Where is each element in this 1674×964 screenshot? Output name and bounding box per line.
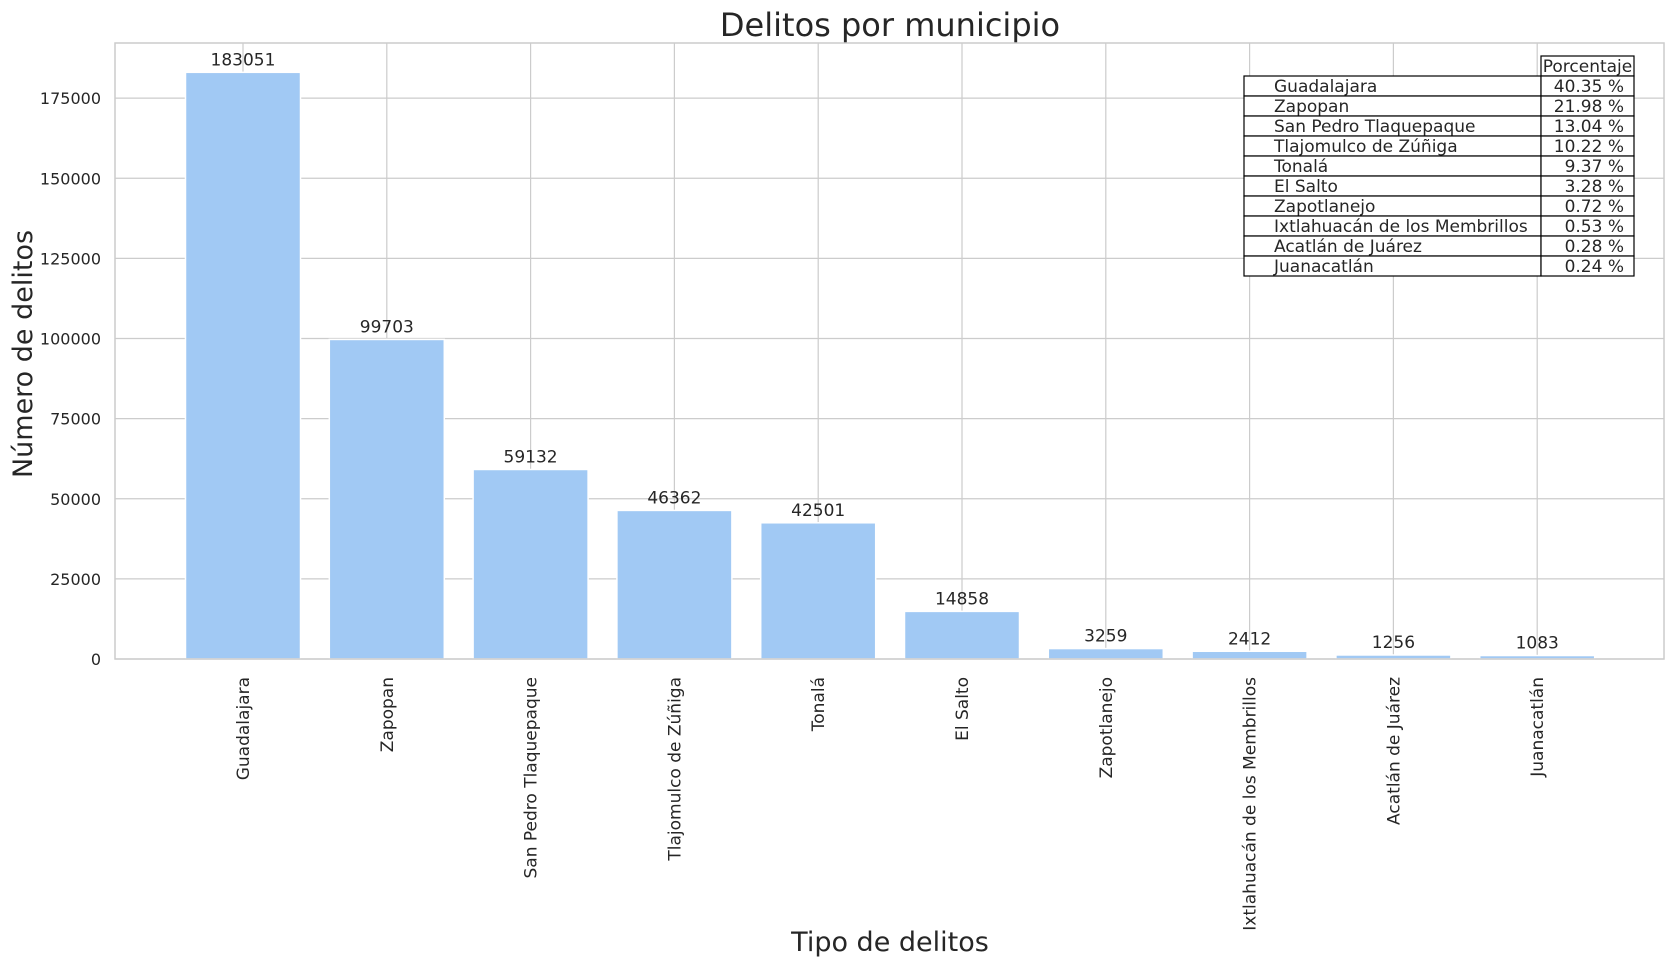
table-row-value: 21.98 %: [1554, 97, 1624, 117]
bar-value-label: 59132: [504, 447, 558, 467]
table-row-label: Zapotlanejo: [1274, 197, 1375, 217]
y-tick-label: 150000: [40, 169, 101, 188]
x-tick-label: Guadalajara: [234, 677, 254, 780]
bar-value-label: 99703: [360, 317, 414, 337]
table-row-label: Ixtlahuacán de los Membrillos: [1274, 217, 1528, 237]
x-tick-label: Tonalá: [809, 677, 829, 732]
percentage-table: Porcentaje Guadalajara 40.35 % Zapopan 21.98…: [1243, 55, 1635, 277]
table-row-label: Acatlán de Juárez: [1274, 237, 1422, 257]
table-row-value: 3.28 %: [1565, 177, 1624, 197]
table-row-label: Zapopan: [1274, 97, 1349, 117]
table-row-label: Guadalajara: [1274, 77, 1377, 97]
bar: [1191, 650, 1308, 660]
x-tick-label: Juanacatlán: [1528, 677, 1548, 778]
bar: [328, 338, 446, 660]
table-row-value: 40.35 %: [1554, 77, 1624, 97]
bar-value-label: 1083: [1516, 634, 1559, 654]
x-tick-label: Acatlán de Juárez: [1384, 677, 1404, 825]
table-row-label: Tonalá: [1273, 157, 1328, 177]
x-tick-label: El Salto: [953, 677, 973, 741]
bar: [1047, 647, 1165, 660]
table-row-value: 13.04 %: [1554, 117, 1624, 137]
y-axis-label: Número de delitos: [8, 230, 39, 478]
table-row-value: 0.24 %: [1565, 257, 1624, 277]
plot-area: 0 25000 50000 75000 100000 125000 150000 175000…: [40, 42, 1665, 931]
x-tick-label: San Pedro Tlaquepaque: [522, 677, 542, 879]
y-tick-label: 0: [91, 650, 101, 669]
bar: [472, 468, 589, 660]
bar-value-label: 2412: [1228, 629, 1271, 649]
x-tick-label: Ixtlahuacán de los Membrillos: [1241, 677, 1261, 931]
x-tick-label: Tlajomulco de Zúñiga: [665, 677, 685, 862]
table-row-value: 0.53 %: [1565, 217, 1624, 237]
bar: [616, 509, 733, 660]
bar-value-label: 1256: [1372, 633, 1415, 653]
table-row-label: Juanacatlán: [1273, 257, 1374, 277]
bar: [184, 71, 302, 660]
bar-value-label: 46362: [647, 488, 701, 508]
bar-value-label: 183051: [211, 50, 276, 70]
table-row-value: 0.72 %: [1565, 197, 1624, 217]
y-tick-label: 175000: [40, 89, 101, 108]
table-row-value: 9.37 %: [1565, 157, 1624, 177]
bar: [759, 522, 877, 660]
table-header: Porcentaje: [1543, 57, 1633, 77]
y-tick-label: 100000: [40, 330, 101, 349]
y-tick-label: 75000: [50, 410, 101, 429]
bar-value-label: 14858: [935, 589, 989, 609]
x-tick-label: Zapotlanejo: [1097, 677, 1117, 778]
table-row-value: 10.22 %: [1554, 137, 1624, 157]
bar: [903, 610, 1021, 660]
y-tick-label: 125000: [40, 249, 101, 268]
y-tick-label: 50000: [50, 490, 101, 509]
bar-value-label: 3259: [1084, 627, 1127, 647]
table-row-value: 0.28 %: [1565, 237, 1624, 257]
chart-title: Delitos por municipio: [720, 6, 1060, 44]
y-tick-label: 25000: [50, 570, 101, 589]
x-tick-label: Zapopan: [378, 677, 398, 752]
table-row-label: San Pedro Tlaquepaque: [1274, 117, 1476, 137]
table-row-label: El Salto: [1274, 177, 1338, 197]
table-row-label: Tlajomulco de Zúñiga: [1273, 137, 1458, 157]
x-axis-label: Tipo de delitos: [790, 927, 989, 958]
plot-frame: [114, 42, 1665, 660]
table-row-value-cell: [1540, 255, 1635, 277]
bar-value-label: 42501: [791, 501, 845, 521]
